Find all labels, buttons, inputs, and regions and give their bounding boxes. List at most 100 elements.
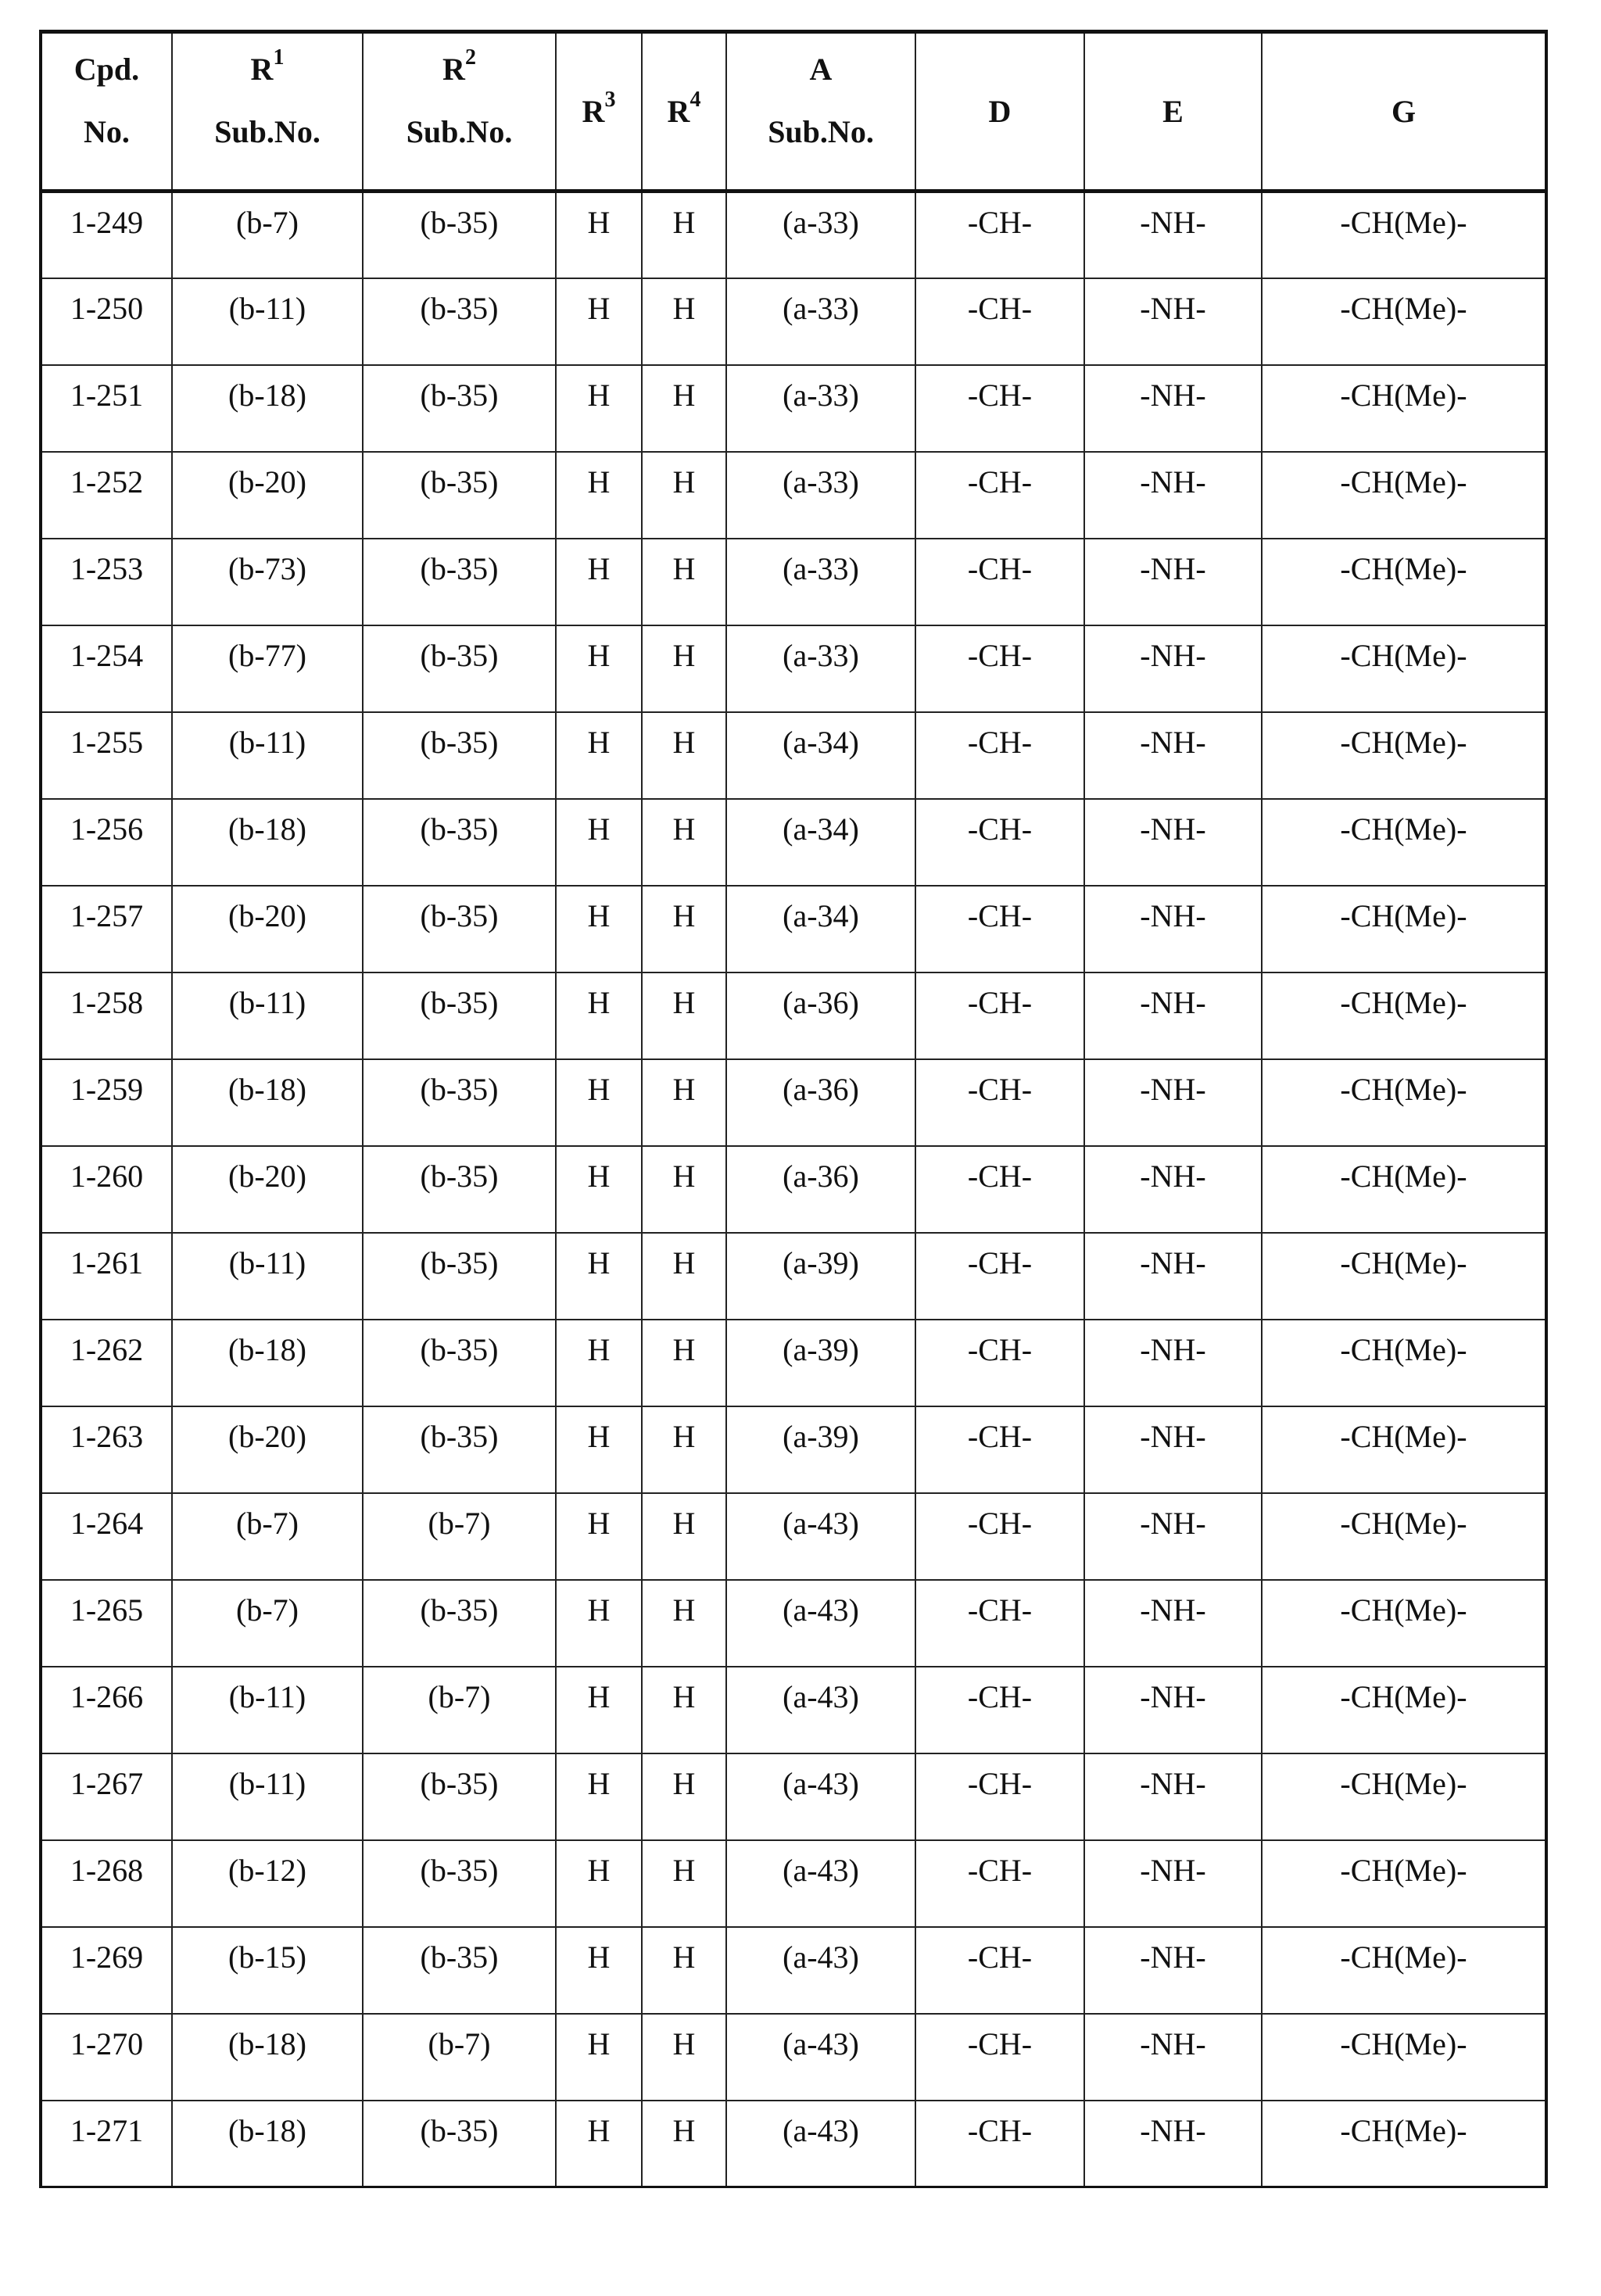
cell-cpd-no: 1-268 [41,1840,172,1927]
cell-r3: H [556,1406,642,1493]
cell-cpd-no: 1-253 [41,539,172,625]
cell-a: (a-33) [726,625,915,712]
header-d: D [915,32,1084,192]
cell-r4: H [642,1667,726,1753]
cell-a: (a-43) [726,1493,915,1580]
cell-r3: H [556,278,642,365]
table-row: 1-264(b-7)(b-7)HH(a-43)-CH--NH--CH(Me)- [41,1493,1546,1580]
cell-d: -CH- [915,365,1084,452]
cell-cpd-no: 1-269 [41,1927,172,2014]
cell-cpd-no: 1-259 [41,1059,172,1146]
cell-d: -CH- [915,1667,1084,1753]
table-row: 1-255(b-11)(b-35)HH(a-34)-CH--NH--CH(Me)… [41,712,1546,799]
cell-r4: H [642,625,726,712]
cell-e: -NH- [1084,1406,1262,1493]
cell-r2: (b-35) [363,1146,556,1233]
table-row: 1-265(b-7)(b-35)HH(a-43)-CH--NH--CH(Me)- [41,1580,1546,1667]
cell-r3: H [556,1667,642,1753]
cell-r1: (b-20) [172,1146,363,1233]
cell-r4: H [642,192,726,278]
cell-r2: (b-35) [363,1840,556,1927]
table-row: 1-263(b-20)(b-35)HH(a-39)-CH--NH--CH(Me)… [41,1406,1546,1493]
header-r2: R2Sub.No. [363,32,556,192]
cell-r2: (b-35) [363,1927,556,2014]
table-row: 1-258(b-11)(b-35)HH(a-36)-CH--NH--CH(Me)… [41,972,1546,1059]
cell-r2: (b-35) [363,799,556,886]
cell-cpd-no: 1-252 [41,452,172,539]
cell-r1: (b-15) [172,1927,363,2014]
cell-e: -NH- [1084,1059,1262,1146]
cell-a: (a-39) [726,1406,915,1493]
table-row: 1-257(b-20)(b-35)HH(a-34)-CH--NH--CH(Me)… [41,886,1546,972]
cell-g: -CH(Me)- [1262,625,1546,712]
cell-a: (a-43) [726,1840,915,1927]
cell-g: -CH(Me)- [1262,192,1546,278]
cell-r3: H [556,365,642,452]
cell-a: (a-39) [726,1320,915,1406]
compound-table: Cpd.No. R1Sub.No. R2Sub.No. R3 R4 ASub.N… [39,30,1548,2188]
cell-g: -CH(Me)- [1262,365,1546,452]
cell-r1: (b-20) [172,886,363,972]
cell-cpd-no: 1-264 [41,1493,172,1580]
cell-a: (a-43) [726,1753,915,1840]
cell-g: -CH(Me)- [1262,1233,1546,1320]
cell-r3: H [556,1753,642,1840]
cell-r2: (b-35) [363,625,556,712]
cell-a: (a-43) [726,2014,915,2101]
cell-d: -CH- [915,1059,1084,1146]
cell-r3: H [556,452,642,539]
table-row: 1-254(b-77)(b-35)HH(a-33)-CH--NH--CH(Me)… [41,625,1546,712]
cell-e: -NH- [1084,1753,1262,1840]
table-row: 1-266(b-11)(b-7)HH(a-43)-CH--NH--CH(Me)- [41,1667,1546,1753]
cell-e: -NH- [1084,192,1262,278]
cell-e: -NH- [1084,886,1262,972]
cell-e: -NH- [1084,278,1262,365]
cell-d: -CH- [915,452,1084,539]
table-row: 1-267(b-11)(b-35)HH(a-43)-CH--NH--CH(Me)… [41,1753,1546,1840]
cell-a: (a-36) [726,972,915,1059]
table-row: 1-270(b-18)(b-7)HH(a-43)-CH--NH--CH(Me)- [41,2014,1546,2101]
cell-r3: H [556,1146,642,1233]
cell-r3: H [556,539,642,625]
cell-r2: (b-35) [363,886,556,972]
header-r4: R4 [642,32,726,192]
cell-r2: (b-35) [363,1059,556,1146]
cell-g: -CH(Me)- [1262,2101,1546,2187]
cell-r4: H [642,452,726,539]
cell-r1: (b-18) [172,2014,363,2101]
table-row: 1-260(b-20)(b-35)HH(a-36)-CH--NH--CH(Me)… [41,1146,1546,1233]
cell-r4: H [642,1580,726,1667]
cell-r4: H [642,1406,726,1493]
cell-a: (a-33) [726,365,915,452]
cell-r3: H [556,1059,642,1146]
cell-r1: (b-18) [172,799,363,886]
table-row: 1-269(b-15)(b-35)HH(a-43)-CH--NH--CH(Me)… [41,1927,1546,2014]
cell-cpd-no: 1-271 [41,2101,172,2187]
cell-r4: H [642,799,726,886]
cell-r1: (b-77) [172,625,363,712]
cell-r2: (b-35) [363,1320,556,1406]
cell-r1: (b-7) [172,192,363,278]
cell-r4: H [642,1233,726,1320]
cell-d: -CH- [915,1580,1084,1667]
cell-d: -CH- [915,1753,1084,1840]
cell-d: -CH- [915,1320,1084,1406]
cell-a: (a-34) [726,886,915,972]
cell-cpd-no: 1-250 [41,278,172,365]
cell-g: -CH(Me)- [1262,1840,1546,1927]
cell-a: (a-34) [726,799,915,886]
cell-g: -CH(Me)- [1262,712,1546,799]
cell-cpd-no: 1-249 [41,192,172,278]
cell-g: -CH(Me)- [1262,886,1546,972]
table-row: 1-252(b-20)(b-35)HH(a-33)-CH--NH--CH(Me)… [41,452,1546,539]
cell-r1: (b-11) [172,1667,363,1753]
cell-r4: H [642,1146,726,1233]
cell-r2: (b-35) [363,192,556,278]
cell-r2: (b-7) [363,2014,556,2101]
cell-e: -NH- [1084,452,1262,539]
cell-a: (a-33) [726,192,915,278]
cell-e: -NH- [1084,2014,1262,2101]
cell-r1: (b-11) [172,712,363,799]
cell-r1: (b-18) [172,1320,363,1406]
cell-r3: H [556,1233,642,1320]
